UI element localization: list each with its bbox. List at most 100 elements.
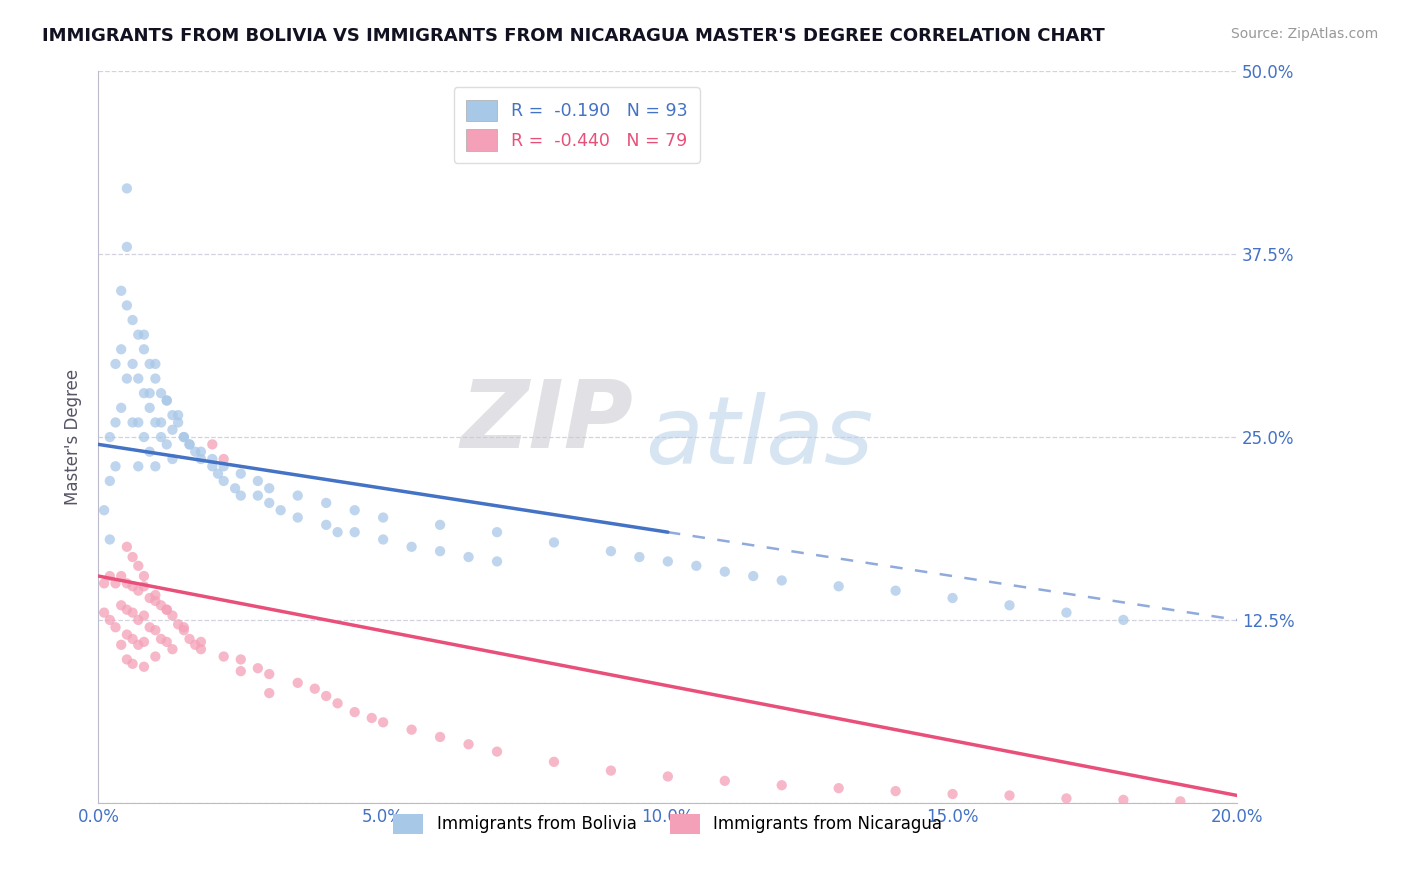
Point [115,240,138,254]
Point [138,357,160,371]
Point [1112,793,1135,807]
Point [942,591,965,605]
Point [742,569,765,583]
Point [486,554,509,568]
Point [657,769,679,783]
Point [138,591,160,605]
Point [942,787,965,801]
Point [201,459,224,474]
Point [229,652,252,666]
Point [201,437,224,451]
Point [150,386,173,401]
Point [132,569,155,583]
Point [98,430,121,444]
Point [429,730,451,744]
Point [98,474,121,488]
Point [173,430,195,444]
Point [373,715,395,730]
Point [110,599,132,613]
Point [770,574,793,588]
Point [132,579,155,593]
Point [828,579,851,593]
Point [179,632,201,646]
Point [828,781,851,796]
Point [246,474,269,488]
Point [127,583,149,598]
Point [115,603,138,617]
Point [145,594,167,608]
Point [104,416,127,430]
Point [343,705,366,719]
Point [246,489,269,503]
Point [104,576,127,591]
Text: Source: ZipAtlas.com: Source: ZipAtlas.com [1230,27,1378,41]
Point [259,481,281,495]
Point [259,667,281,681]
Point [104,620,127,634]
Text: ZIP: ZIP [461,376,634,468]
Point [162,408,184,422]
Point [326,525,349,540]
Point [127,416,149,430]
Point [212,459,235,474]
Point [457,549,479,564]
Point [145,623,167,637]
Point [401,540,423,554]
Point [326,696,349,710]
Point [173,620,195,634]
Point [884,583,907,598]
Point [138,444,160,458]
Point [132,635,155,649]
Point [628,549,651,564]
Point [1056,606,1078,620]
Point [127,327,149,342]
Point [115,627,138,641]
Point [132,608,155,623]
Point [150,632,173,646]
Point [132,430,155,444]
Point [110,569,132,583]
Point [486,525,509,540]
Point [104,459,127,474]
Text: atlas: atlas [645,392,873,483]
Point [270,503,292,517]
Point [93,503,115,517]
Point [229,467,252,481]
Point [998,599,1021,613]
Point [145,649,167,664]
Point [132,386,155,401]
Point [110,401,132,415]
Point [93,576,115,591]
Point [998,789,1021,803]
Point [115,540,138,554]
Point [173,430,195,444]
Point [543,535,565,549]
Point [287,676,309,690]
Point [179,437,201,451]
Point [190,642,212,657]
Point [190,452,212,467]
Point [287,489,309,503]
Point [360,711,382,725]
Point [156,437,179,451]
Point [600,544,623,558]
Point [121,313,143,327]
Point [145,588,167,602]
Point [150,416,173,430]
Point [190,444,212,458]
Point [121,632,143,646]
Point [685,558,707,573]
Point [127,459,149,474]
Point [543,755,565,769]
Point [115,652,138,666]
Point [150,430,173,444]
Point [429,517,451,532]
Y-axis label: Master's Degree: Master's Degree [65,369,83,505]
Point [179,437,201,451]
Point [121,606,143,620]
Point [98,569,121,583]
Point [212,452,235,467]
Point [304,681,326,696]
Point [259,686,281,700]
Point [287,510,309,524]
